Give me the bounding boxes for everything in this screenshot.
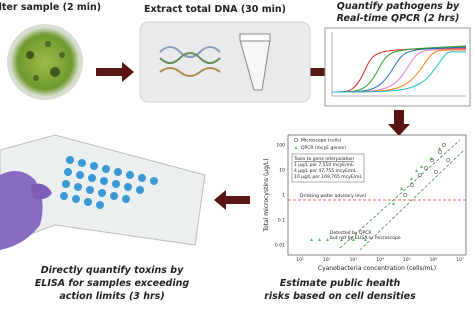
x-tick-label: 10⁶	[430, 257, 438, 263]
petri-dish	[7, 24, 83, 100]
box-line: Toxin to gene interpolation	[293, 156, 354, 162]
step-title: Directly quantify toxins by	[41, 265, 184, 276]
x-tick-label: 10⁵	[403, 257, 411, 263]
advisory-label: Drinking water advisory level	[300, 193, 366, 199]
legend-label: QPCR (mcyE genes)	[301, 145, 346, 151]
dna-extraction	[139, 21, 311, 103]
x-tick-label: 10⁴	[376, 257, 384, 263]
note-line: but not by ELISA or microscope	[330, 235, 401, 241]
step-title: ELISA for samples exceeding	[35, 278, 190, 289]
step-title: Estimate public health	[280, 278, 401, 289]
box-line: 1 µg/L per 7,510 mcyE/mL	[294, 162, 354, 168]
legend-label: Microscope (cells)	[301, 138, 342, 144]
step-title: Quantify pathogens by	[337, 1, 460, 12]
elisa-plate	[0, 134, 206, 250]
qpcr-chart	[324, 27, 471, 107]
step-title: Filter sample (2 min)	[0, 2, 101, 13]
step-title: Extract total DNA (30 min)	[144, 4, 286, 15]
step-title: action limits (3 hrs)	[59, 291, 164, 302]
step-title: Real-time QPCR (2 hrs)	[337, 13, 460, 24]
y-tick-label: 10	[279, 168, 285, 174]
note-line: Detected by QPCR	[330, 230, 372, 236]
step-title: risks based on cell densities	[264, 291, 416, 302]
x-tick-label: 10³	[350, 257, 358, 263]
x-tick-label: 10¹	[296, 257, 304, 263]
y-tick-label: 1	[282, 193, 285, 199]
toxin-plot: Total microcystins (µg/L) Cyanobacteria …	[263, 134, 467, 272]
y-tick-label: 0.1	[278, 218, 285, 224]
y-tick-label: 0.01	[275, 243, 285, 249]
box-line: 10 µg/L per 169,765 mcyE/mL	[294, 174, 363, 180]
x-tick-label: 10²	[323, 257, 331, 263]
x-tick-label: 10⁷	[456, 257, 464, 263]
x-axis-label: Cyanobacteria concentration (cells/mL)	[318, 265, 436, 272]
y-tick-label: 100	[276, 143, 285, 149]
y-axis-label: Total microcystins (µg/L)	[263, 158, 270, 232]
box-line: 4 µg/L per 47,755 mcyE/mL	[294, 168, 357, 174]
